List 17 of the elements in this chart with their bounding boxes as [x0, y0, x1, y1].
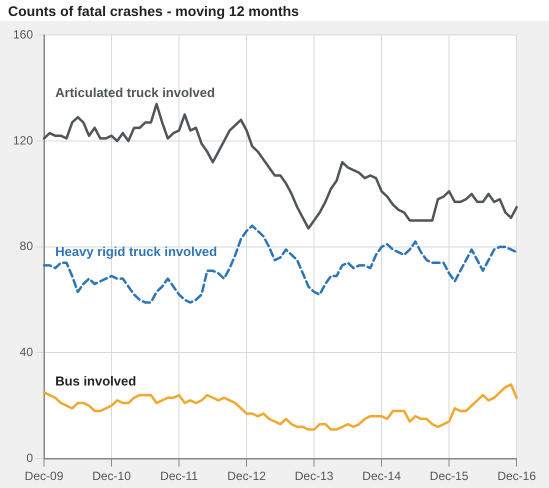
- x-tick-label: Dec-15: [430, 469, 469, 484]
- y-tick-label: 120: [12, 133, 34, 148]
- chart-title: Counts of fatal crashes - moving 12 months: [0, 0, 549, 21]
- y-tick-label: 0: [26, 450, 34, 465]
- series-label: Bus involved: [55, 374, 136, 389]
- x-tick-label: Dec-13: [294, 469, 334, 484]
- series-label: Articulated truck involved: [55, 85, 215, 100]
- y-tick-label: 160: [12, 28, 34, 42]
- x-tick-label: Dec-11: [160, 469, 198, 484]
- x-tick-label: Dec-14: [362, 469, 402, 484]
- x-tick-label: Dec-09: [24, 469, 64, 484]
- series-label: Heavy rigid truck involved: [55, 244, 218, 259]
- x-tick-label: Dec-16: [497, 469, 536, 484]
- y-tick-label: 80: [20, 239, 34, 254]
- y-tick-label: 40: [20, 345, 34, 360]
- x-tick-label: Dec-12: [227, 469, 266, 484]
- x-tick-label: Dec-10: [92, 469, 132, 484]
